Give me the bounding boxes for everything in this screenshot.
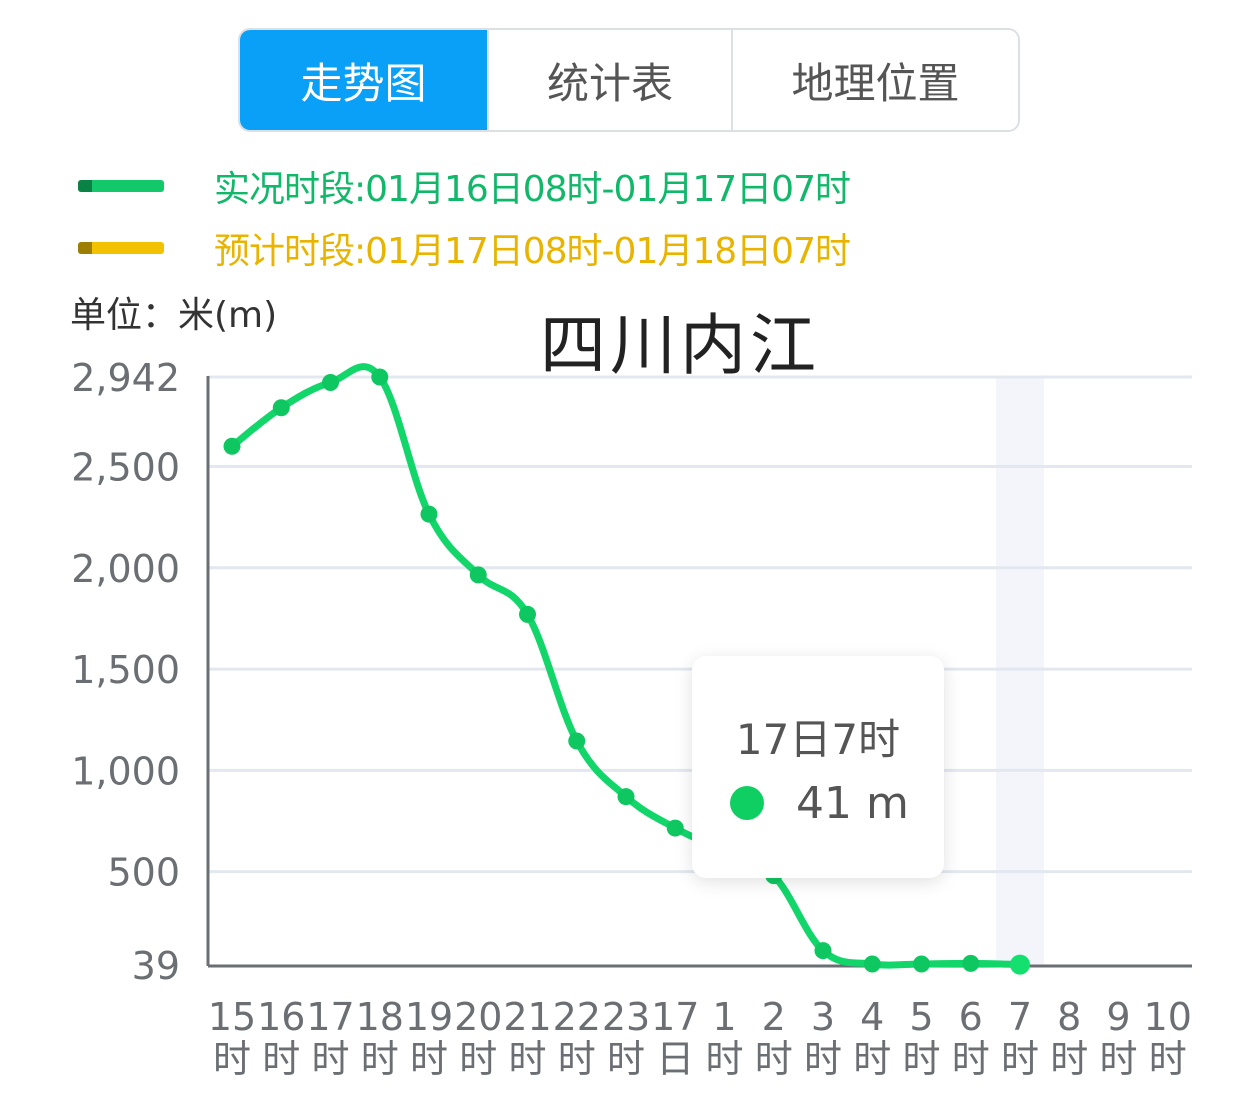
svg-text:10: 10 <box>1144 995 1192 1039</box>
svg-text:时: 时 <box>853 1037 891 1081</box>
svg-text:2,942: 2,942 <box>71 356 180 400</box>
svg-text:1,500: 1,500 <box>71 648 180 692</box>
svg-text:7: 7 <box>1008 995 1032 1039</box>
svg-text:日: 日 <box>656 1037 694 1081</box>
svg-text:17: 17 <box>651 995 699 1039</box>
svg-text:2,000: 2,000 <box>71 547 180 591</box>
svg-text:时: 时 <box>607 1037 645 1081</box>
svg-text:时: 时 <box>902 1037 940 1081</box>
svg-text:时: 时 <box>705 1037 743 1081</box>
svg-text:39: 39 <box>132 944 180 988</box>
chart-title: 四川内江 <box>540 307 820 384</box>
legend-swatch-yellow-icon <box>78 242 164 254</box>
svg-text:17: 17 <box>306 995 354 1039</box>
svg-text:2: 2 <box>762 995 786 1039</box>
tooltip: 17日7时 41 m <box>692 656 944 878</box>
svg-text:4: 4 <box>860 995 884 1039</box>
highlight-band <box>996 377 1044 965</box>
tab-statistics-table[interactable]: 统计表 <box>487 30 731 130</box>
svg-text:5: 5 <box>909 995 933 1039</box>
svg-text:时: 时 <box>262 1037 300 1081</box>
svg-text:时: 时 <box>311 1037 349 1081</box>
svg-text:19: 19 <box>405 995 453 1039</box>
tooltip-title: 17日7时 <box>735 715 901 764</box>
svg-text:22: 22 <box>553 995 601 1039</box>
svg-text:时: 时 <box>804 1037 842 1081</box>
svg-text:2,500: 2,500 <box>71 446 180 490</box>
svg-text:15: 15 <box>208 995 256 1039</box>
tooltip-series-dot-icon <box>730 786 764 820</box>
svg-text:时: 时 <box>361 1037 399 1081</box>
legend-item-forecast[interactable]: 预计时段:01月17日08时-01月18日07时 <box>78 222 851 274</box>
svg-text:时: 时 <box>459 1037 497 1081</box>
svg-text:时: 时 <box>1050 1037 1088 1081</box>
svg-text:500: 500 <box>107 851 180 895</box>
svg-text:时: 时 <box>508 1037 546 1081</box>
x-axis-ticks: 15时16时17时18时19时20时21时22时23时17日1时2时3时4时5时… <box>208 995 1192 1081</box>
svg-text:20: 20 <box>454 995 502 1039</box>
svg-text:23: 23 <box>602 995 650 1039</box>
svg-text:时: 时 <box>410 1037 448 1081</box>
svg-text:18: 18 <box>356 995 404 1039</box>
svg-text:时: 时 <box>1001 1037 1039 1081</box>
svg-text:时: 时 <box>952 1037 990 1081</box>
legend-item-observed[interactable]: 实况时段:01月16日08时-01月17日07时 <box>78 160 851 212</box>
unit-label: 单位：米(m) <box>70 295 278 336</box>
tab-trend-chart[interactable]: 走势图 <box>240 30 487 130</box>
svg-text:16: 16 <box>257 995 305 1039</box>
legend-swatch-green-icon <box>78 180 164 192</box>
tab-geo-location[interactable]: 地理位置 <box>731 30 1018 130</box>
svg-text:9: 9 <box>1106 995 1130 1039</box>
legend-label-observed: 实况时段:01月16日08时-01月17日07时 <box>214 169 851 210</box>
svg-text:时: 时 <box>558 1037 596 1081</box>
svg-text:时: 时 <box>755 1037 793 1081</box>
svg-text:6: 6 <box>959 995 983 1039</box>
legend-label-forecast: 预计时段:01月17日08时-01月18日07时 <box>214 231 851 272</box>
svg-text:时: 时 <box>213 1037 251 1081</box>
tooltip-value: 41 m <box>796 778 909 829</box>
svg-text:1,000: 1,000 <box>71 749 180 793</box>
svg-text:8: 8 <box>1057 995 1081 1039</box>
svg-text:21: 21 <box>503 995 551 1039</box>
svg-text:1: 1 <box>712 995 736 1039</box>
svg-text:3: 3 <box>811 995 835 1039</box>
svg-text:时: 时 <box>1099 1037 1137 1081</box>
y-axis-ticks: 39 500 1,000 1,500 2,000 2,500 2,942 <box>71 356 180 988</box>
svg-text:时: 时 <box>1149 1037 1187 1081</box>
view-tabs: 走势图 统计表 地理位置 <box>238 28 1020 132</box>
